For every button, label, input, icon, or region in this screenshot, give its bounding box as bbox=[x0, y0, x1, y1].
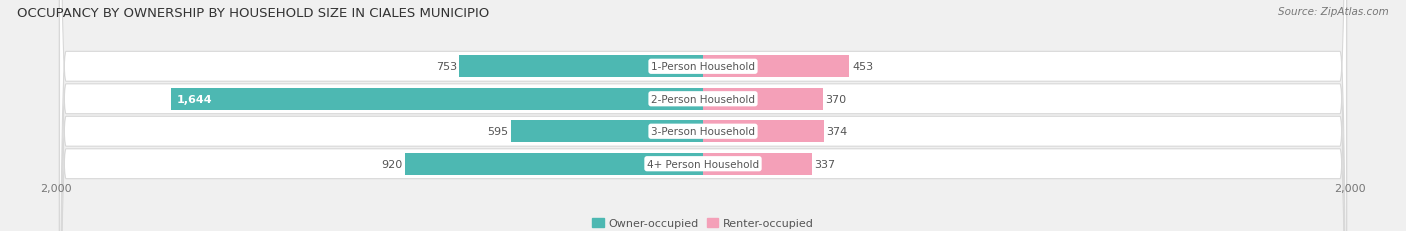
Bar bbox=[703, 153, 813, 175]
Legend: Owner-occupied, Renter-occupied: Owner-occupied, Renter-occupied bbox=[588, 214, 818, 231]
Text: 1-Person Household: 1-Person Household bbox=[651, 62, 755, 72]
FancyBboxPatch shape bbox=[59, 0, 1347, 231]
Bar bbox=[703, 121, 824, 143]
FancyBboxPatch shape bbox=[59, 0, 1347, 231]
Text: 4+ Person Household: 4+ Person Household bbox=[647, 159, 759, 169]
Text: 370: 370 bbox=[825, 94, 846, 104]
Text: OCCUPANCY BY OWNERSHIP BY HOUSEHOLD SIZE IN CIALES MUNICIPIO: OCCUPANCY BY OWNERSHIP BY HOUSEHOLD SIZE… bbox=[17, 7, 489, 20]
Bar bbox=[510, 121, 703, 143]
Text: 920: 920 bbox=[381, 159, 404, 169]
Text: 374: 374 bbox=[827, 127, 848, 137]
Bar bbox=[405, 153, 703, 175]
Text: 337: 337 bbox=[814, 159, 835, 169]
Text: 595: 595 bbox=[486, 127, 508, 137]
Text: 753: 753 bbox=[436, 62, 457, 72]
Bar bbox=[460, 56, 703, 78]
Text: Source: ZipAtlas.com: Source: ZipAtlas.com bbox=[1278, 7, 1389, 17]
Bar bbox=[703, 56, 849, 78]
FancyBboxPatch shape bbox=[59, 0, 1347, 231]
FancyBboxPatch shape bbox=[59, 0, 1347, 231]
Bar bbox=[703, 88, 823, 110]
Text: 2-Person Household: 2-Person Household bbox=[651, 94, 755, 104]
Text: 3-Person Household: 3-Person Household bbox=[651, 127, 755, 137]
Bar bbox=[172, 88, 703, 110]
Text: 1,644: 1,644 bbox=[176, 94, 212, 104]
Text: 453: 453 bbox=[852, 62, 873, 72]
